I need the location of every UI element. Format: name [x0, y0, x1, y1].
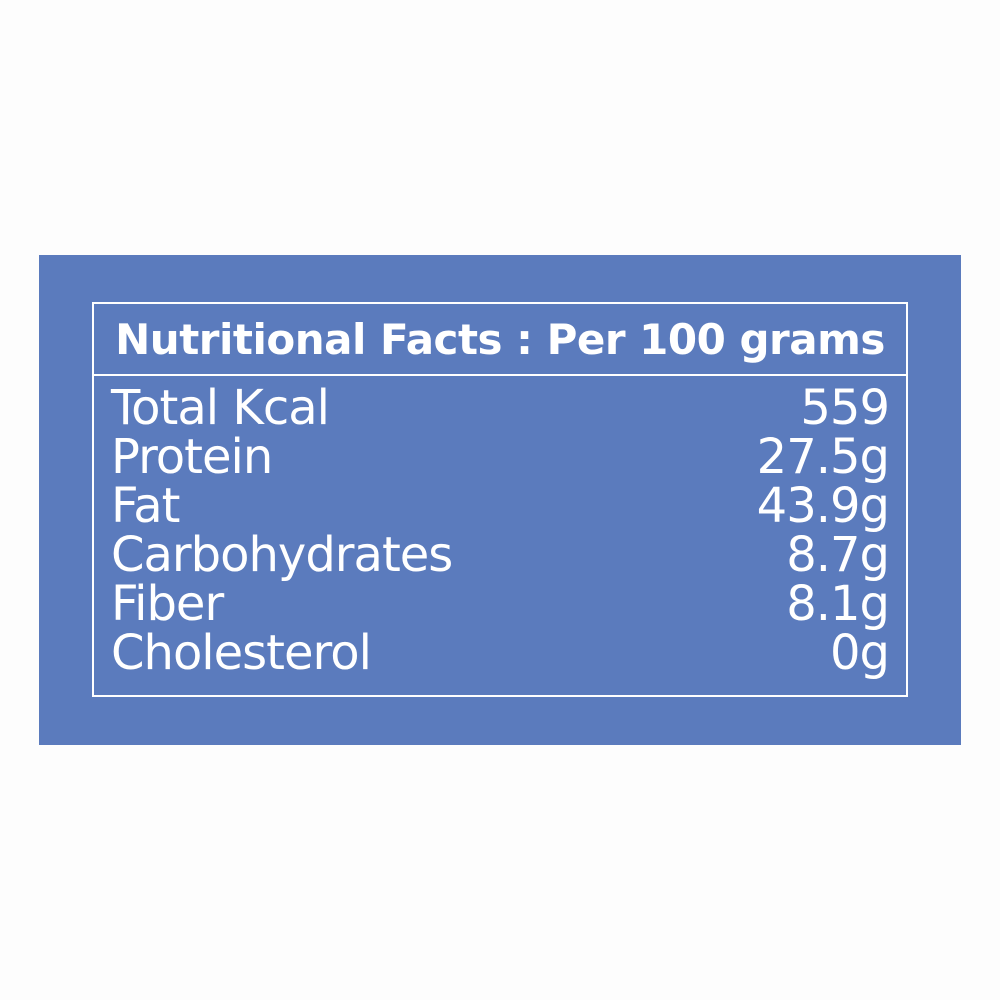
nutrition-table: Nutritional Facts : Per 100 grams Total … [92, 302, 908, 697]
nutrient-value: 27.5g [756, 429, 890, 485]
nutrition-panel: Nutritional Facts : Per 100 grams Total … [39, 255, 961, 745]
table-header: Nutritional Facts : Per 100 grams [94, 304, 906, 376]
nutrient-value: 43.9g [756, 478, 890, 534]
nutrient-label: Fat [111, 478, 180, 534]
nutrient-value: 559 [800, 380, 890, 436]
nutrient-value: 8.7g [786, 527, 890, 583]
table-row: Protein 27.5g [111, 429, 890, 485]
table-row: Fat 43.9g [111, 478, 890, 534]
nutrient-label: Cholesterol [111, 625, 372, 681]
table-row: Fiber 8.1g [111, 576, 890, 632]
nutrient-label: Fiber [111, 576, 224, 632]
nutrient-value: 8.1g [786, 576, 890, 632]
nutrient-label: Protein [111, 429, 273, 485]
table-row: Carbohydrates 8.7g [111, 527, 890, 583]
table-body: Total Kcal 559 Protein 27.5g Fat 43.9g Carbohy… [94, 376, 906, 678]
table-row: Total Kcal 559 [111, 380, 890, 436]
nutrient-label: Carbohydrates [111, 527, 453, 583]
table-title: Nutritional Facts : Per 100 grams [115, 314, 885, 364]
table-row: Cholesterol 0g [111, 625, 890, 681]
nutrient-value: 0g [829, 625, 890, 681]
nutrient-label: Total Kcal [111, 380, 330, 436]
